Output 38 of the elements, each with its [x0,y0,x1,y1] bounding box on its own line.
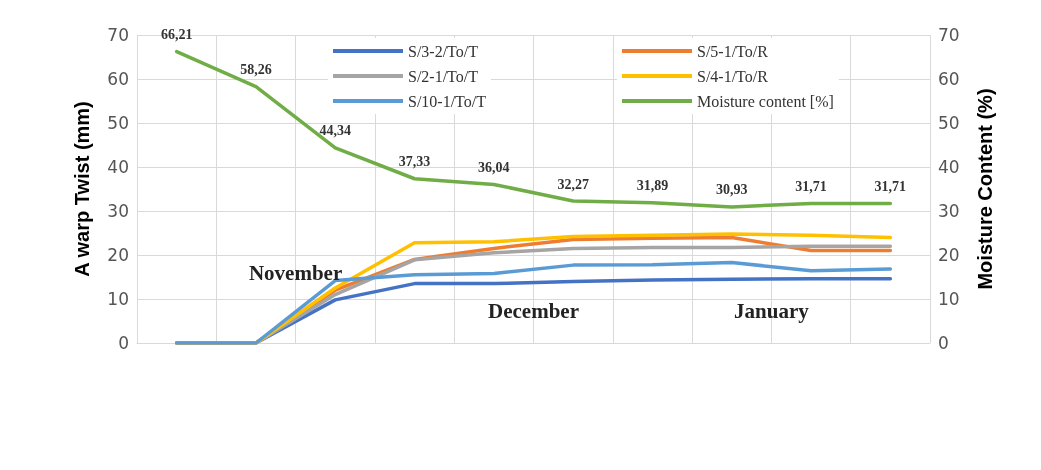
y2-tick-label: 50 [938,113,960,133]
data-label: 36,04 [478,159,510,175]
annotation: December [488,299,579,323]
y-tick-label: 20 [107,245,129,265]
data-label: 58,26 [240,62,272,78]
line-series [174,260,893,345]
legend-label: Moisture content [%] [697,92,834,110]
legend-label: S/5-1/To/R [697,42,769,60]
legend-label: S/3-2/To/T [408,42,479,60]
data-label: 32,27 [557,176,589,192]
y2-tick-label: 60 [938,69,960,89]
y2-axis-title: Moisture Content (%) [974,88,996,290]
y2-tick-label: 0 [938,333,949,353]
y2-tick-label: 20 [938,245,960,265]
y-tick-label: 30 [107,201,129,221]
data-label: 66,21 [160,27,193,43]
data-label: 44,34 [319,123,351,139]
y2-tick-label: 10 [938,289,960,309]
y-tick-label: 50 [107,113,129,133]
data-label: 31,71 [874,178,907,194]
y-tick-label: 40 [107,157,129,177]
y2-tick-label: 30 [938,201,960,221]
y2-tick-label: 70 [938,25,960,45]
y-tick-label: 60 [107,69,129,89]
legend-label: S/2-1/To/T [408,67,479,85]
data-label: 31,71 [795,178,827,194]
data-label: 30,93 [716,182,748,198]
data-label: 31,89 [636,178,669,194]
annotation: January [734,299,810,323]
y2-tick-label: 40 [938,157,960,177]
data-label: 37,33 [398,154,431,170]
y-tick-label: 10 [107,289,129,309]
y-axis-title: A warp Twist (mm) [71,101,93,277]
y-tick-label: 70 [107,25,129,45]
legend-label: S/4-1/To/R [697,67,769,85]
annotation: November [248,261,343,285]
legend-label: S/10-1/To/T [408,92,487,110]
y-tick-label: 0 [118,333,129,353]
